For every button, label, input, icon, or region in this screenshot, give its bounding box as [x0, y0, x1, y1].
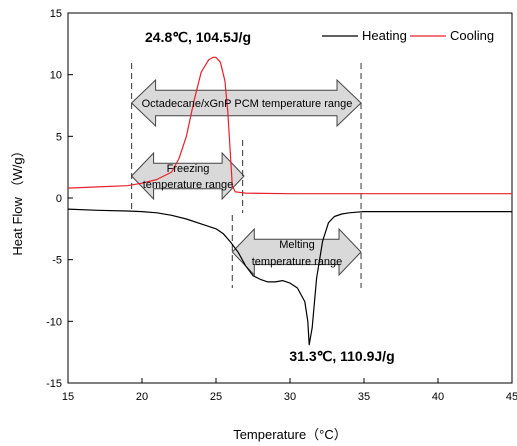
y-tick-label: 5	[56, 131, 62, 143]
x-tick-label: 25	[210, 391, 222, 403]
x-tick-label: 35	[358, 391, 370, 403]
annotation-peak-heating: 31.3℃, 110.9J/g	[289, 348, 394, 364]
x-tick-label: 20	[136, 391, 148, 403]
x-tick-label: 40	[432, 391, 444, 403]
annotation-peak-cooling: 24.8℃, 104.5J/g	[145, 29, 251, 45]
y-tick-label: 0	[56, 193, 62, 205]
series-lines	[67, 56, 512, 346]
legend-cooling-label: Cooling	[450, 28, 494, 43]
x-tick-label: 30	[284, 391, 296, 403]
x-axis-label: Temperature（°C）	[233, 427, 347, 442]
annotation-melting-line1: Melting	[279, 239, 314, 251]
annotation-labels: 24.8℃, 104.5J/g 31.3℃, 110.9J/g Octadeca…	[142, 29, 395, 364]
annotation-pcm-range: Octadecane/xGnP PCM temperature range	[142, 98, 353, 110]
freezing-range-arrow	[130, 151, 245, 201]
y-tick-label: 15	[50, 8, 62, 20]
plot-frame	[67, 12, 513, 384]
range-dashed-lines	[131, 63, 362, 288]
plot-area	[67, 12, 513, 384]
legend-heating-label: Heating	[362, 28, 407, 43]
series-line-heating	[67, 208, 512, 346]
legend: Heating Cooling	[322, 28, 494, 43]
series-line-cooling	[67, 56, 512, 195]
axis-ticks: 15 20 25 30 35 40 45 -15 -10 -5 0 5 10 15	[46, 8, 517, 403]
range-arrows	[130, 78, 362, 277]
y-axis-label: Heat Flow （W/g）	[10, 144, 25, 255]
y-tick-label: 10	[50, 70, 62, 82]
y-tick-label: -10	[46, 316, 62, 328]
annotation-melting-line2: temperature range	[252, 256, 343, 268]
annotation-freezing-line1: Freezing	[167, 163, 210, 175]
melting-range-arrow	[231, 227, 362, 277]
y-tick-label: -5	[52, 255, 62, 267]
y-tick-label: -15	[46, 378, 62, 390]
x-tick-label: 45	[506, 391, 517, 403]
annotation-freezing-line2: temperature range	[143, 179, 234, 191]
x-tick-label: 15	[62, 391, 74, 403]
